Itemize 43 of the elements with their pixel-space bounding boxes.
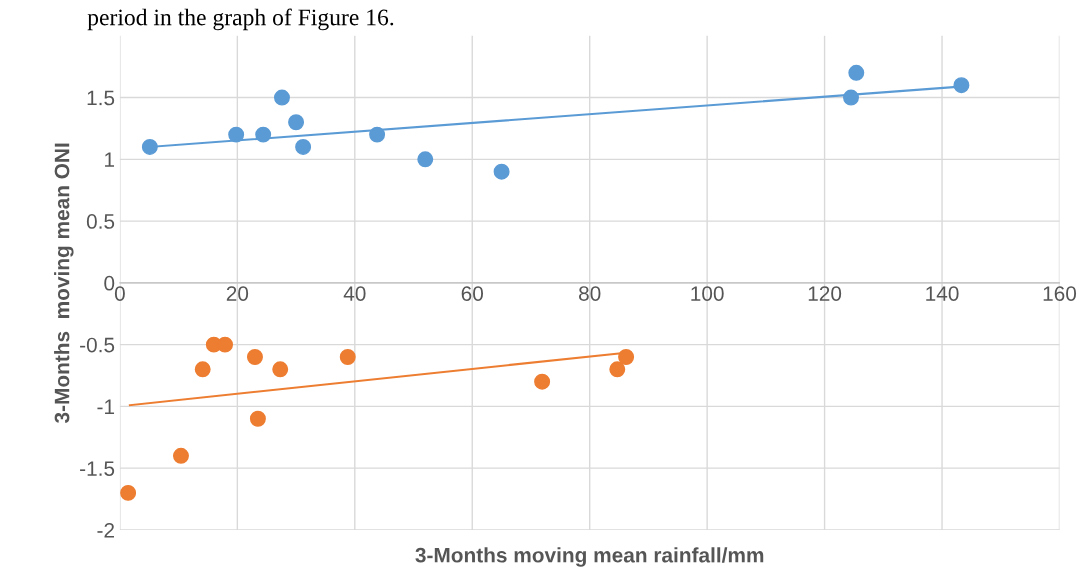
y-tick-label: -2	[97, 522, 114, 538]
point	[295, 138, 312, 155]
point	[272, 361, 289, 378]
x-tick-label: 140	[926, 286, 959, 301]
point	[255, 126, 272, 143]
y-tick-label: 0	[104, 275, 115, 291]
point	[217, 336, 233, 353]
point	[120, 484, 137, 501]
point	[339, 349, 356, 365]
point	[172, 447, 189, 464]
y-tick-label: -1	[97, 399, 115, 414]
x-tick-label: 60	[461, 286, 484, 301]
point	[141, 138, 158, 155]
x-tick-label: 80	[579, 286, 601, 301]
point	[493, 163, 510, 180]
point	[288, 114, 305, 131]
point	[417, 151, 434, 168]
point	[249, 410, 266, 427]
x-tick-label: 160	[1043, 286, 1077, 301]
point	[194, 361, 211, 378]
y-axis-title: 3-Months moving mean ONI	[54, 143, 74, 424]
point	[273, 89, 290, 106]
point	[848, 64, 865, 81]
x-tick-label: 120	[808, 286, 842, 301]
point	[246, 349, 263, 365]
point	[953, 77, 970, 94]
point	[843, 89, 859, 106]
y-tick-label: 0.5	[86, 214, 115, 229]
x-tick-label: 0	[114, 286, 125, 301]
x-tick-label: 20	[226, 286, 249, 301]
y-tick-label: -0.5	[80, 337, 115, 353]
point	[228, 126, 245, 143]
x-axis-title: 3-Months moving mean rainfall/mm	[415, 547, 764, 567]
point	[369, 126, 386, 143]
y-tick-label: -1.5	[80, 461, 115, 476]
x-tick-label: 40	[343, 286, 366, 301]
point	[618, 349, 635, 365]
point	[534, 373, 551, 390]
y-tick-label: 1.5	[87, 90, 115, 106]
point	[609, 361, 626, 378]
text: period in the graph of Figure 16.	[87, 8, 394, 31]
y-tick-label: 1	[105, 152, 115, 167]
x-tick-label: 100	[691, 286, 724, 301]
